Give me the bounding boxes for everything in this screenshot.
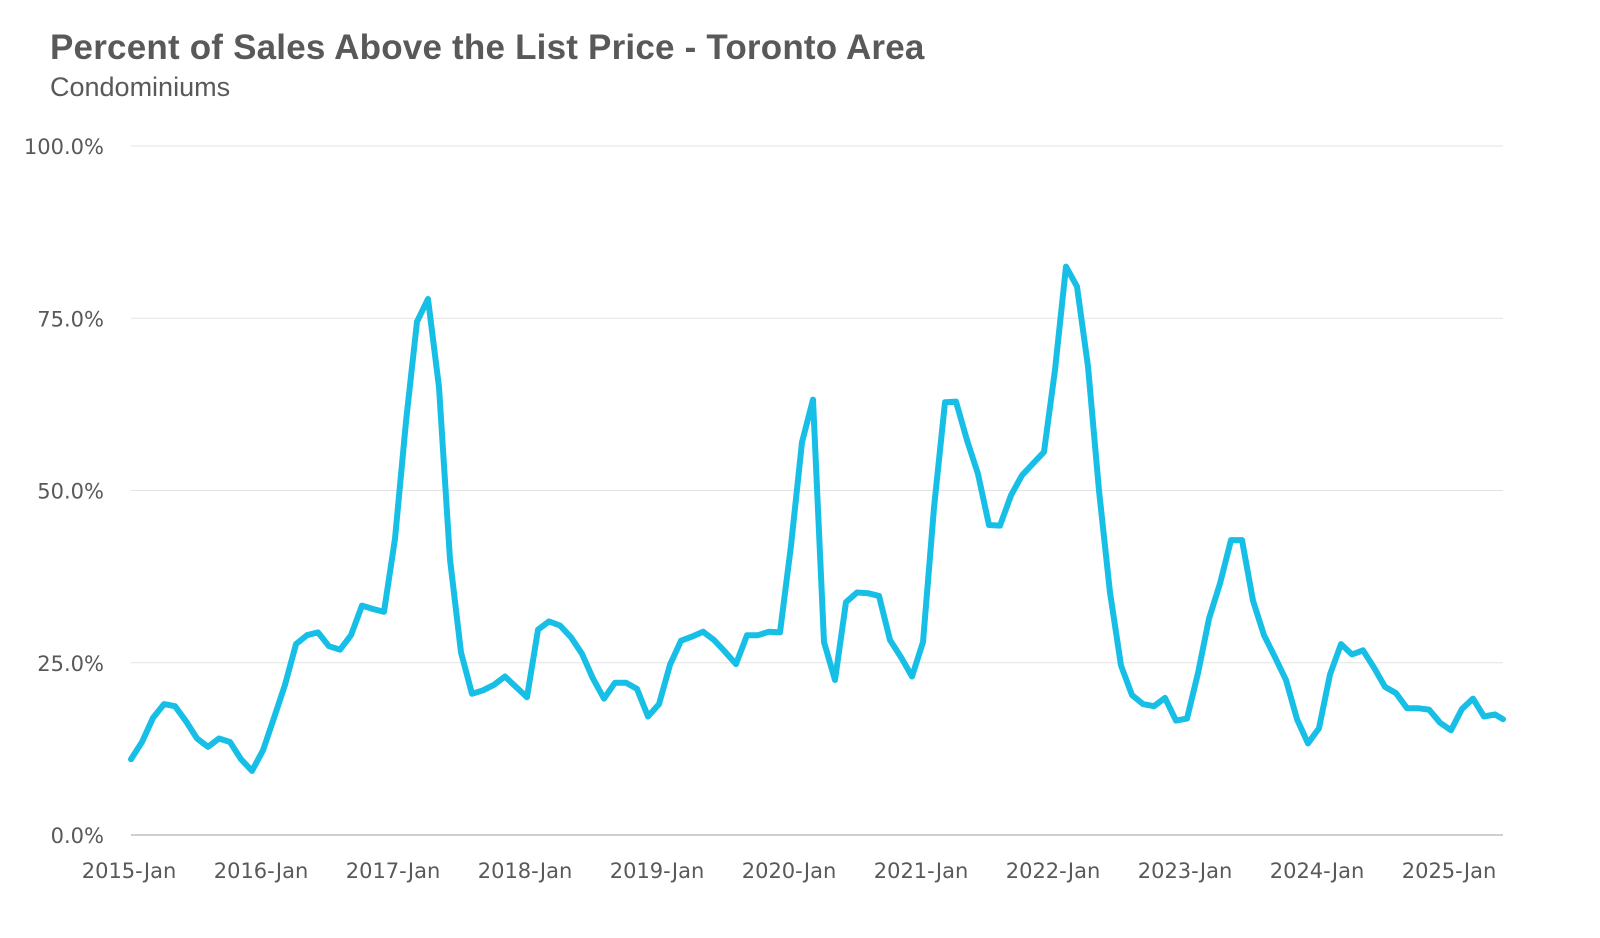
x-tick-label: 2017-Jan	[346, 859, 441, 883]
x-tick-label: 2018-Jan	[478, 859, 573, 883]
y-axis-labels: 0.0% 25.0% 50.0% 75.0% 100.0%	[24, 135, 104, 848]
y-tick-label: 50.0%	[37, 480, 104, 504]
y-tick-label: 25.0%	[37, 652, 104, 676]
series-line	[128, 263, 1506, 774]
x-tick-label: 2022-Jan	[1006, 859, 1101, 883]
x-tick-label: 2016-Jan	[214, 859, 309, 883]
x-tick-label: 2023-Jan	[1138, 859, 1233, 883]
x-tick-label: 2021-Jan	[874, 859, 969, 883]
x-tick-label: 2024-Jan	[1270, 859, 1365, 883]
chart-title: Percent of Sales Above the List Price - …	[50, 28, 925, 67]
x-tick-label: 2015-Jan	[82, 859, 177, 883]
x-tick-label: 2025-Jan	[1402, 859, 1497, 883]
x-tick-label: 2019-Jan	[610, 859, 705, 883]
chart-subtitle: Condominiums	[50, 72, 231, 102]
y-tick-label: 100.0%	[24, 135, 104, 159]
y-tick-label: 75.0%	[37, 307, 104, 331]
series-layer	[128, 263, 1506, 774]
y-tick-label: 0.0%	[51, 824, 104, 848]
x-axis-labels: 2015-Jan 2016-Jan 2017-Jan 2018-Jan 2019-Jan…	[82, 859, 1497, 883]
x-tick-label: 2020-Jan	[742, 859, 837, 883]
